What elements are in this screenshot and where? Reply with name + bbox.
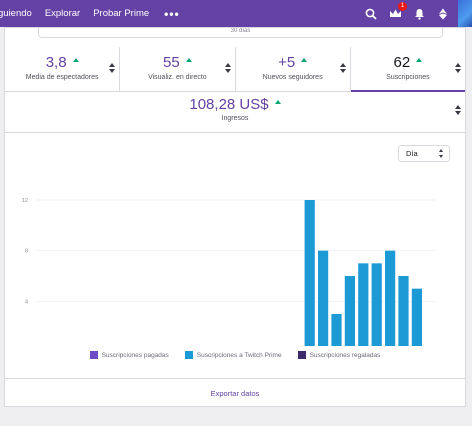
legend-swatch: [297, 351, 306, 359]
stat-value: +5: [278, 54, 296, 71]
subscriptions-chart: 048121 may8 may15 may22 may29 may: [22, 198, 437, 346]
legend-swatch: [184, 351, 193, 359]
bar: [358, 263, 369, 346]
bar: [398, 276, 409, 346]
bits-icon[interactable]: [436, 7, 450, 21]
y-tick-label: 4: [25, 299, 28, 305]
chart-legend: Suscripciones pagadas Suscripciones a Tw…: [5, 351, 465, 359]
trend-up-icon: [301, 58, 308, 63]
trend-up-icon: [416, 58, 423, 63]
bar: [411, 288, 422, 346]
granularity-select[interactable]: Día: [398, 145, 450, 162]
bar: [318, 250, 329, 346]
bar: [385, 250, 396, 346]
bar: [344, 276, 355, 346]
search-icon[interactable]: [364, 7, 378, 21]
nav-try-prime[interactable]: Probar Prime: [93, 8, 150, 19]
trend-up-icon: [274, 100, 281, 105]
legend-item-prime[interactable]: Suscripciones a Twitch Prime: [184, 351, 282, 359]
stat-new-followers[interactable]: +5 Nuevos seguidores: [236, 47, 351, 91]
stat-label: Visualiz. en directo: [148, 74, 207, 81]
top-nav: guiendo Explorar Probar Prime ••• 1: [0, 0, 472, 27]
trend-up-icon: [72, 58, 79, 63]
revenue-label: Ingresos: [221, 115, 249, 122]
legend-label: Suscripciones regaladas: [309, 351, 381, 359]
avatar[interactable]: [458, 0, 472, 27]
revenue-value: 108,28 US$: [189, 96, 269, 113]
bar: [304, 200, 315, 346]
y-tick-label: 8: [25, 249, 28, 255]
stat-value: 62: [393, 54, 411, 71]
legend-item-gifted[interactable]: Suscripciones regaladas: [297, 351, 381, 359]
y-tick-label: 12: [22, 198, 28, 204]
stat-value: 3,8: [45, 54, 67, 71]
nav-browse[interactable]: Explorar: [44, 8, 81, 19]
stat-avg-viewers[interactable]: 3,8 Media de espectadores: [5, 47, 121, 91]
legend-label: Suscripciones pagadas: [101, 351, 169, 359]
legend-item-paid[interactable]: Suscripciones pagadas: [89, 351, 169, 359]
nav-following[interactable]: guiendo: [0, 8, 32, 19]
granularity-value: Día: [406, 149, 418, 158]
notification-badge: 1: [398, 1, 407, 11]
analytics-card: 30 días 3,8 Media de espectadores 55 Vis…: [4, 27, 466, 407]
bar: [331, 314, 342, 346]
date-range-selector[interactable]: 30 días: [38, 28, 443, 38]
export-data-button[interactable]: Exportar datos: [5, 378, 465, 408]
sort-icon: [109, 63, 116, 73]
legend-label: Suscripciones a Twitch Prime: [196, 351, 282, 359]
stats-row: 3,8 Media de espectadores 55 Visualiz. e…: [5, 47, 465, 92]
sort-icon: [455, 105, 461, 115]
bar: [371, 263, 382, 346]
sort-icon: [224, 63, 231, 73]
stat-label: Nuevos seguidores: [262, 74, 323, 81]
stat-label: Suscripciones: [386, 74, 430, 81]
stat-value: 55: [163, 54, 180, 71]
crown-icon[interactable]: 1: [388, 1, 407, 21]
stat-label: Media de espectadores: [25, 74, 99, 81]
more-menu-button[interactable]: •••: [164, 6, 180, 21]
sort-icon: [455, 63, 461, 73]
trend-up-icon: [185, 58, 192, 63]
chevron-updown-icon: [439, 149, 444, 158]
stat-revenue[interactable]: 108,28 US$ Ingresos: [5, 91, 465, 133]
legend-swatch: [89, 351, 98, 359]
bell-icon[interactable]: [412, 7, 426, 21]
stat-subscriptions[interactable]: 62 Suscripciones: [350, 47, 465, 92]
sort-icon: [339, 63, 346, 73]
stat-live-views[interactable]: 55 Visualiz. en directo: [120, 47, 236, 91]
